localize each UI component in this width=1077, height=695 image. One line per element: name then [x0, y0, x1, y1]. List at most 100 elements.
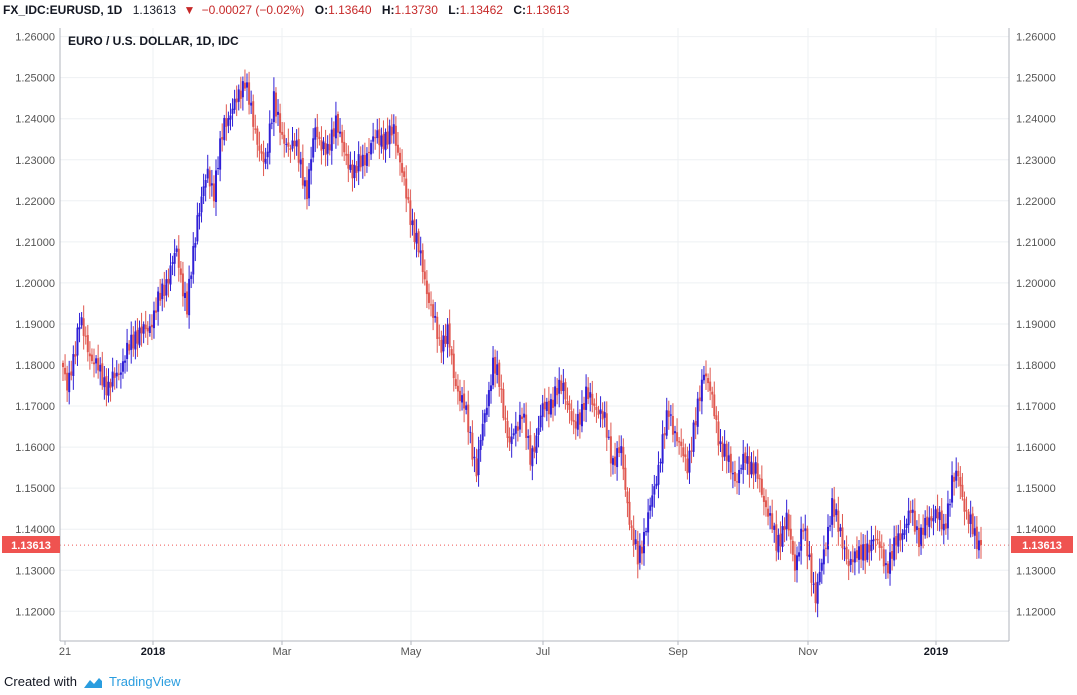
candle-up: [688, 450, 691, 473]
candle-up: [659, 461, 662, 464]
candle-down: [783, 526, 786, 531]
attribution[interactable]: Created with TradingView: [4, 673, 181, 691]
candle-down: [500, 388, 503, 390]
last-price-text-left: 1.13613: [11, 540, 51, 552]
candle-up: [165, 279, 168, 296]
candle-up: [483, 413, 486, 423]
time-axis-labels[interactable]: 21 2018 Mar May Jul Sep Nov 2019: [59, 641, 948, 658]
chart-title: EURO / U.S. DOLLAR, 1D, IDC: [68, 34, 239, 48]
candle-up: [295, 140, 298, 147]
candle-up: [291, 140, 294, 149]
price-tick-label-right: 1.14000: [1016, 524, 1056, 536]
candle-up: [893, 537, 896, 561]
candle-up: [911, 509, 914, 513]
candle-down: [556, 388, 559, 396]
candle-down: [399, 152, 402, 163]
candle-up: [361, 154, 364, 167]
candle-down: [425, 280, 428, 295]
created-with-text: Created with: [4, 674, 77, 689]
candle-up: [818, 571, 821, 583]
candle-down: [837, 510, 840, 532]
candle-up: [942, 523, 945, 531]
candle-up: [442, 335, 445, 352]
candle-up: [349, 164, 352, 170]
candle-down: [440, 339, 443, 353]
candle-down: [409, 200, 412, 225]
candle-down: [574, 421, 577, 429]
candle-down: [667, 410, 670, 417]
candle-down: [239, 90, 242, 99]
candle-up: [372, 136, 375, 142]
candle-down: [736, 481, 739, 483]
candle-down: [789, 528, 792, 540]
candle-down: [163, 284, 166, 296]
candle-down: [359, 155, 362, 168]
candle-down: [328, 144, 331, 151]
candle-down: [287, 142, 290, 147]
candle-up: [651, 495, 654, 507]
candle-up: [955, 470, 958, 481]
candle-down: [427, 292, 430, 303]
candle-down: [709, 381, 712, 391]
candle-down: [628, 501, 631, 525]
candle-down: [622, 446, 625, 470]
price-tick-label-left: 1.22000: [15, 196, 55, 208]
candle-up: [951, 475, 954, 503]
candle-up: [977, 540, 980, 551]
price-tick-label-left: 1.13000: [15, 565, 55, 577]
candle-down: [913, 510, 916, 532]
candle-up: [938, 512, 941, 521]
candle-up: [835, 509, 838, 516]
candle-down: [543, 401, 546, 410]
candle-up: [277, 111, 280, 115]
candle-down: [403, 171, 406, 177]
candle-up: [415, 232, 418, 244]
candlestick-series: [60, 69, 1009, 618]
price-tick-label-left: 1.17000: [15, 401, 55, 413]
candle-up: [607, 436, 610, 438]
candle-down: [682, 447, 685, 457]
candle-down: [136, 329, 139, 344]
candle-up: [634, 539, 637, 545]
candle-down: [132, 334, 135, 349]
candle-up: [111, 371, 114, 387]
candle-down: [293, 140, 296, 147]
candle-down: [74, 354, 77, 357]
candle-up: [285, 143, 288, 145]
candle-up: [492, 357, 495, 386]
candle-up: [645, 531, 648, 533]
candle-down: [533, 446, 536, 452]
price-chart[interactable]: 1.26000 1.26000 1.25000 1.25000 1.24000 1.240…: [0, 20, 1077, 660]
tradingview-brand[interactable]: TradingView: [109, 674, 181, 689]
candle-down: [150, 324, 153, 328]
time-tick-label: 21: [59, 646, 71, 658]
candle-up: [884, 563, 887, 566]
time-tick-label: May: [401, 646, 422, 658]
candle-down: [256, 128, 259, 145]
candle-up: [973, 528, 976, 536]
candle-up: [194, 242, 197, 248]
price-tick-label-right: 1.20000: [1016, 278, 1056, 290]
candle-up: [523, 413, 526, 418]
candle-down: [407, 197, 410, 200]
candle-down: [926, 516, 929, 526]
candle-up: [76, 327, 79, 356]
candle-up: [299, 159, 302, 165]
candle-down: [630, 525, 633, 529]
price-axis-labels[interactable]: 1.26000 1.26000 1.25000 1.25000 1.24000 1.240…: [15, 32, 1056, 619]
candle-down: [707, 378, 710, 384]
price-tick-label-left: 1.23000: [15, 155, 55, 167]
last-price-label-right: 1.13613: [1011, 536, 1073, 553]
candle-down: [343, 141, 346, 153]
candle-up: [334, 115, 337, 139]
candle-down: [394, 125, 397, 146]
candle-up: [392, 124, 395, 134]
candle-down: [345, 153, 348, 156]
candle-down: [105, 376, 108, 396]
symbol-name[interactable]: FX_IDC:EURUSD, 1D: [3, 3, 123, 17]
candle-up: [948, 504, 951, 506]
candle-up: [487, 390, 490, 407]
candle-up: [126, 342, 129, 360]
candle-down: [680, 441, 683, 446]
candle-down: [386, 131, 389, 145]
